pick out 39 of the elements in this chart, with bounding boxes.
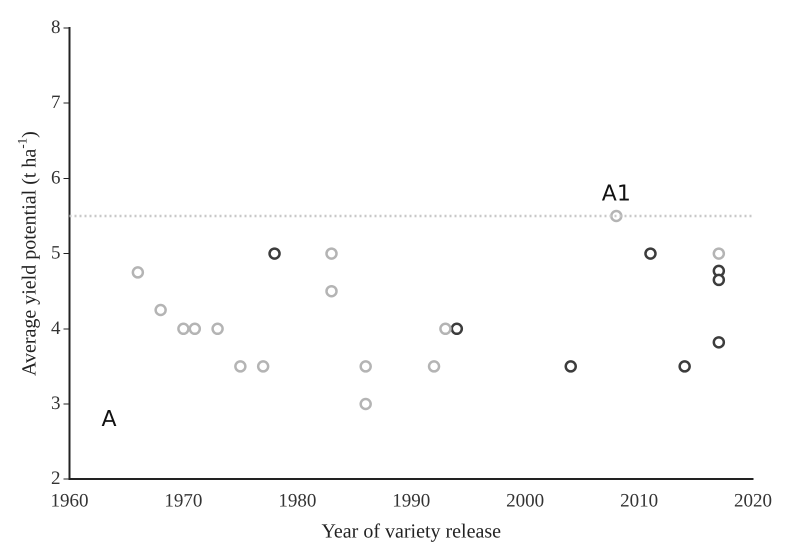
point	[256, 360, 270, 373]
annotation: A1	[602, 182, 631, 207]
point	[359, 398, 372, 410]
x-tick-label: 1980	[278, 490, 316, 512]
point	[428, 360, 440, 373]
x-tick-label: 1990	[392, 490, 430, 512]
y-tick-label: 4	[51, 318, 61, 339]
y-tick-label: 7	[51, 92, 60, 114]
point	[450, 322, 464, 336]
point	[712, 336, 726, 349]
x-tick-label: 2010	[620, 490, 658, 512]
point	[359, 360, 372, 373]
point	[325, 284, 338, 298]
y-tick-label: 5	[51, 242, 60, 264]
y-tick-label: 6	[51, 167, 60, 188]
x-tick-label: 2000	[506, 490, 544, 512]
annotation: A	[102, 406, 117, 432]
x-tick-label: 1970	[164, 490, 202, 512]
point	[211, 322, 224, 336]
point	[712, 274, 726, 286]
point	[644, 247, 657, 260]
point	[325, 247, 338, 260]
y-tick-label: 8	[51, 16, 60, 38]
y-tick-label: 2	[51, 468, 60, 490]
x-axis-title: Year of variety release	[321, 520, 502, 542]
point	[154, 304, 167, 316]
y-axis-title: Average yield potential (t ha-1)	[14, 131, 40, 376]
x-tick-label: 2020	[734, 490, 772, 512]
x-tick-label: 1960	[50, 490, 88, 512]
point	[564, 360, 577, 373]
point	[439, 322, 452, 336]
point	[268, 247, 281, 260]
y-tick-label: 3	[51, 392, 60, 414]
point	[188, 322, 202, 336]
point	[132, 266, 144, 279]
point	[177, 322, 190, 336]
point	[678, 360, 691, 373]
point	[712, 247, 726, 260]
point	[234, 360, 247, 373]
